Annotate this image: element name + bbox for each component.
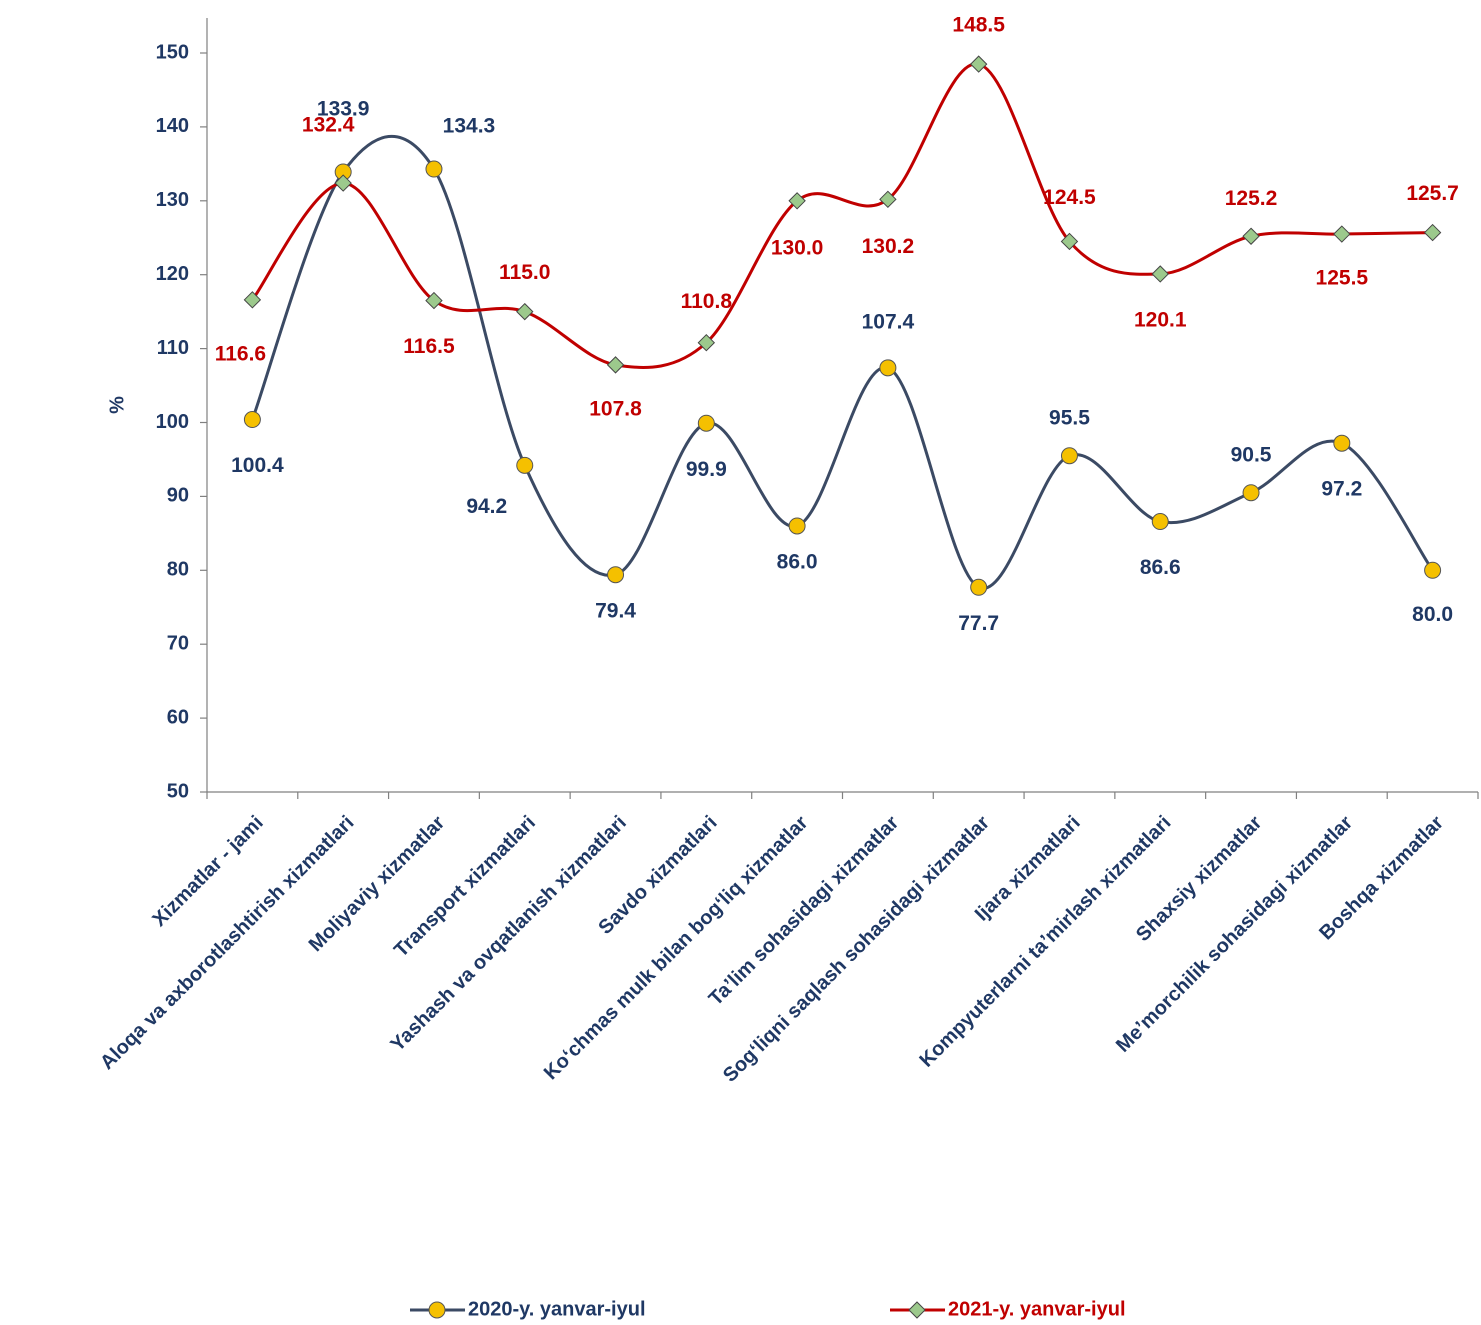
point-marker <box>970 578 988 596</box>
point-marker <box>1151 265 1169 283</box>
point-marker <box>697 333 716 352</box>
point-marker <box>879 359 897 377</box>
point-marker <box>1242 227 1260 245</box>
data-label: 86.6 <box>1140 556 1181 579</box>
point-marker <box>516 456 534 474</box>
data-label: 116.6 <box>215 342 266 365</box>
data-label: 94.2 <box>466 495 507 518</box>
y-tick-label: 150 <box>156 41 189 63</box>
legend-label: 2021-y. yanvar-iyul <box>948 1298 1126 1320</box>
data-label: 116.5 <box>403 335 455 358</box>
point-marker <box>606 356 625 374</box>
legend-marker <box>428 1301 446 1319</box>
point-marker <box>1424 561 1442 579</box>
y-tick-label: 90 <box>167 485 189 507</box>
data-label: 120.1 <box>1134 309 1187 332</box>
legend-item: 2020-y. yanvar-iyul <box>410 1298 646 1320</box>
y-tick-label: 50 <box>167 780 189 802</box>
data-label: 99.9 <box>686 458 727 481</box>
y-tick-label: 60 <box>167 706 189 728</box>
y-axis-label: % <box>106 396 128 414</box>
series <box>243 135 1442 596</box>
data-label: 107.8 <box>589 397 642 420</box>
point-marker <box>1333 225 1351 243</box>
data-label: 124.5 <box>1043 186 1096 209</box>
y-tick-label: 140 <box>156 115 189 137</box>
data-label: 130.2 <box>862 235 915 258</box>
data-label: 125.7 <box>1406 182 1459 205</box>
legend-label: 2020-y. yanvar-iyul <box>468 1298 646 1320</box>
data-label: 134.3 <box>443 115 496 138</box>
point-marker <box>879 190 897 209</box>
point-marker <box>425 291 443 310</box>
point-marker <box>1151 513 1169 531</box>
legend-marker <box>908 1301 926 1319</box>
series-line <box>250 135 1434 590</box>
point-marker <box>607 566 625 584</box>
data-label: 125.2 <box>1225 187 1278 210</box>
data-label: 100.4 <box>231 454 284 477</box>
data-label: 107.4 <box>862 310 915 333</box>
data-label: 133.9 <box>317 98 370 121</box>
point-marker <box>697 414 715 432</box>
y-tick-label: 120 <box>156 263 189 285</box>
data-label: 95.5 <box>1049 406 1090 429</box>
point-marker <box>1423 223 1442 242</box>
data-label: 77.7 <box>958 612 999 635</box>
data-label: 125.5 <box>1316 267 1369 290</box>
point-marker <box>1060 232 1079 251</box>
data-label: 110.8 <box>681 290 733 313</box>
data-label: 148.5 <box>952 14 1005 37</box>
point-marker <box>1060 447 1078 465</box>
data-label: 80.0 <box>1412 603 1453 626</box>
point-marker <box>1242 484 1260 502</box>
series-line <box>251 62 1433 369</box>
data-label: 86.0 <box>777 551 818 574</box>
y-tick-label: 70 <box>167 632 189 654</box>
y-tick-label: 100 <box>156 411 189 433</box>
y-tick-label: 110 <box>157 337 189 359</box>
data-label: 115.0 <box>499 261 550 284</box>
point-marker <box>516 302 534 321</box>
series <box>243 55 1442 374</box>
point-marker <box>243 411 261 429</box>
data-label: 132.4 <box>302 114 355 137</box>
data-label: 90.5 <box>1231 443 1272 466</box>
point-marker <box>334 174 352 192</box>
y-tick-label: 130 <box>156 189 189 211</box>
data-label: 79.4 <box>595 599 636 622</box>
x-tick-label: Ta’lim sohasidagi xizmatlar <box>705 812 904 1011</box>
legend-item: 2021-y. yanvar-iyul <box>890 1298 1126 1320</box>
data-label: 130.0 <box>771 236 824 259</box>
point-marker <box>969 55 988 73</box>
point-marker <box>788 517 806 535</box>
y-tick-label: 80 <box>167 559 189 581</box>
point-marker <box>243 291 262 309</box>
data-label: 97.2 <box>1321 478 1362 501</box>
point-marker <box>788 192 806 210</box>
point-marker <box>1333 434 1351 452</box>
point-marker <box>425 160 443 178</box>
